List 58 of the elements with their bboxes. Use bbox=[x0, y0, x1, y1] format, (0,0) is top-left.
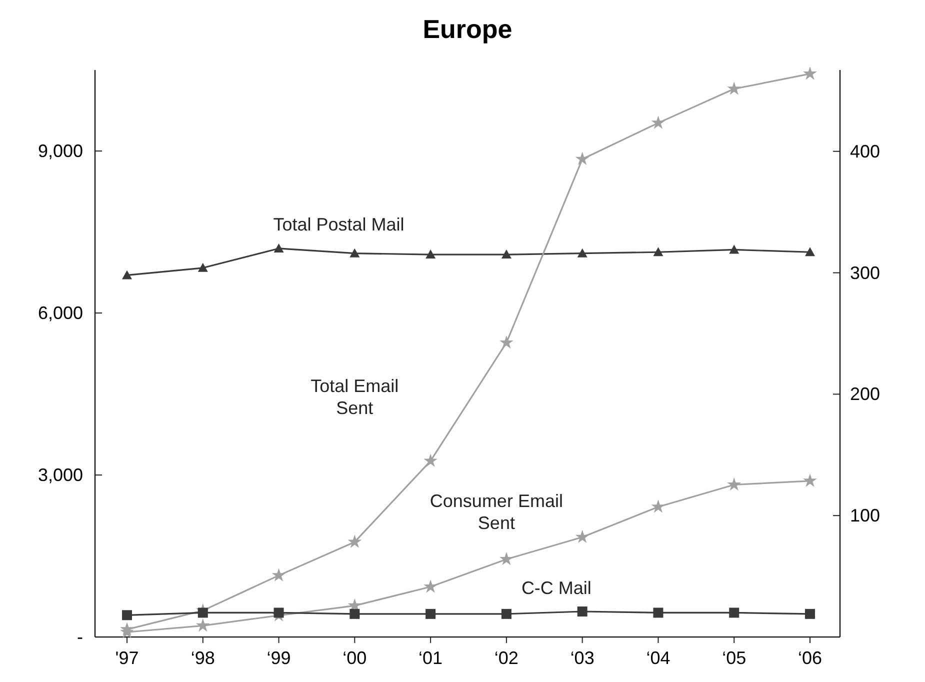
point bbox=[198, 262, 208, 272]
series-label: Total Postal Mail bbox=[273, 214, 404, 234]
point bbox=[272, 568, 286, 582]
point bbox=[198, 608, 208, 618]
point bbox=[424, 454, 438, 467]
point bbox=[274, 243, 284, 252]
series-label: C-C Mail bbox=[521, 578, 592, 598]
point bbox=[575, 152, 590, 166]
point bbox=[651, 500, 666, 513]
x-tick-label: ‘02 bbox=[494, 648, 518, 668]
y-tick-label: - bbox=[77, 627, 83, 647]
y-tick-label: 3,000 bbox=[38, 465, 83, 485]
point bbox=[426, 250, 436, 259]
x-tick-label: ‘06 bbox=[798, 648, 822, 668]
series-label: Consumer Email Sent bbox=[430, 491, 563, 534]
y2-tick-label: 400 bbox=[850, 141, 880, 162]
y2-tick-label: 200 bbox=[850, 384, 880, 404]
chart-title: Europe bbox=[422, 14, 512, 44]
point bbox=[122, 610, 132, 620]
x-tick-label: ‘03 bbox=[570, 648, 594, 668]
point bbox=[577, 248, 588, 258]
point bbox=[651, 116, 666, 129]
x-tick-label: '97 bbox=[115, 648, 139, 668]
point bbox=[426, 608, 436, 619]
point bbox=[729, 608, 740, 618]
point bbox=[424, 579, 438, 593]
point bbox=[350, 248, 360, 258]
point bbox=[803, 474, 817, 487]
x-tick-label: ‘98 bbox=[190, 648, 215, 668]
point bbox=[729, 244, 740, 254]
point bbox=[575, 530, 590, 544]
text: Total Email Sent bbox=[310, 376, 399, 418]
y2-tick-label: 300 bbox=[850, 262, 880, 283]
x-tick-label: ‘05 bbox=[722, 648, 746, 668]
point bbox=[727, 82, 742, 95]
point bbox=[348, 534, 362, 548]
point bbox=[805, 247, 815, 256]
point bbox=[727, 477, 742, 491]
x-tick-label: ‘04 bbox=[646, 648, 670, 668]
point bbox=[499, 335, 514, 349]
point bbox=[803, 66, 817, 80]
point bbox=[653, 608, 664, 618]
point bbox=[499, 552, 514, 566]
point bbox=[501, 608, 512, 619]
point bbox=[577, 606, 588, 617]
point bbox=[122, 270, 132, 280]
point bbox=[501, 250, 512, 259]
y-tick-label: 6,000 bbox=[38, 303, 83, 323]
x-tick-label: ‘01 bbox=[418, 648, 443, 668]
point bbox=[653, 247, 664, 256]
point bbox=[274, 608, 284, 618]
x-tick-label: ‘00 bbox=[342, 648, 367, 668]
point bbox=[350, 608, 360, 619]
point bbox=[196, 618, 210, 632]
y2-tick-label: 100 bbox=[850, 506, 880, 526]
y-tick-label: 9,000 bbox=[38, 141, 83, 161]
x-tick-label: ‘99 bbox=[266, 648, 291, 668]
point bbox=[805, 608, 815, 619]
